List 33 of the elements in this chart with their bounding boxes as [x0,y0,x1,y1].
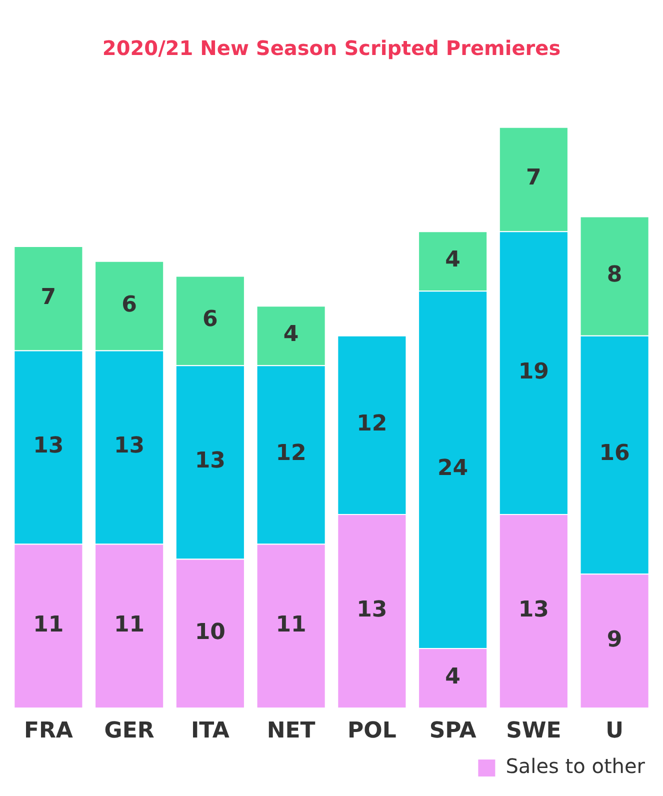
x-tick-label: NET [266,718,316,744]
data-label: 10 [194,620,226,645]
data-label: 7 [40,284,56,310]
legend-label: Sales to other [506,754,646,778]
data-label: 12 [276,441,306,466]
x-tick-label: GER [104,718,154,744]
data-label: 24 [438,456,468,482]
data-label: 7 [526,166,542,191]
data-label: 11 [114,612,145,638]
data-label: 4 [283,322,299,348]
chart-title: 2020/21 New Season Scripted Premieres [102,36,561,60]
x-tick-label: ITA [190,718,230,744]
data-label: 12 [356,411,388,436]
data-label: 6 [122,292,137,318]
data-label: 11 [276,612,306,638]
data-label: 13 [194,448,226,474]
data-label: 9 [606,627,622,652]
data-label: 4 [445,248,460,273]
x-tick-label: SPA [429,718,476,744]
data-label: 4 [445,664,460,690]
data-label: 19 [518,359,549,384]
data-label: 8 [606,262,622,288]
data-label: 13 [114,434,145,459]
data-label: 11 [33,612,64,638]
x-tick-label: SWE [506,718,562,744]
data-label: 13 [518,598,549,623]
data-label: 6 [202,307,218,332]
x-tick-label: U [606,718,624,744]
x-tick-label: FRA [24,718,73,744]
x-tick-label: POL [348,718,396,744]
data-label: 13 [33,434,64,459]
data-label: 13 [356,598,388,623]
data-label: 16 [599,441,630,466]
